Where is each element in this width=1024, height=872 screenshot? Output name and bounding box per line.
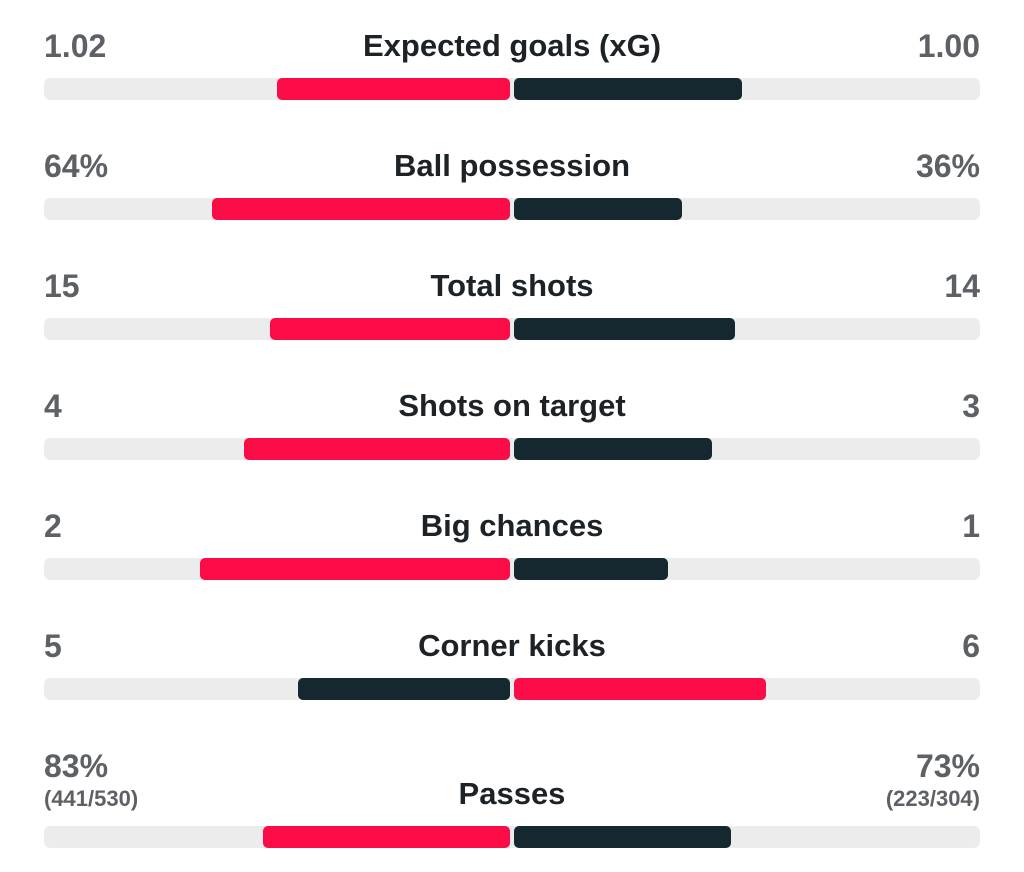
home-bar [200,558,510,580]
home-bar [298,678,510,700]
stat-bar-track [44,558,980,580]
home-bar [212,198,510,220]
home-value: 83% [44,748,109,784]
stat-bar-track [44,678,980,700]
stat-label: Expected goals (xG) [362,28,662,63]
away-value: 73% [915,748,980,784]
away-bar [514,438,712,460]
home-value: 1.02 [44,28,107,64]
home-value: 64% [44,148,109,184]
away-sub-value: (223/304) [885,786,980,811]
away-bar [514,558,668,580]
away-bar [514,78,742,100]
home-bar [270,318,510,340]
away-value: 6 [962,628,980,664]
stat-row-big-chances: 2 1 Big chances [44,506,980,582]
home-bar [277,78,510,100]
stat-row-passes: 83% 73% Passes (441/530) (223/304) [44,746,980,848]
stat-label: Corner kicks [418,628,606,663]
stat-bar-track [44,826,980,848]
stat-label: Total shots [430,268,594,303]
stat-bar-track [44,78,980,100]
home-value: 15 [44,268,80,304]
stat-bar-track [44,438,980,460]
stat-row-expected-goals-xg: 1.02 1.00 Expected goals (xG) [44,26,980,102]
home-value: 5 [44,628,62,664]
away-value: 1 [962,508,980,544]
stat-row-ball-possession: 64% 36% Ball possession [44,146,980,222]
stat-bar-track [44,198,980,220]
home-bar [244,438,510,460]
stat-label: Passes [458,776,566,811]
away-value: 36% [915,148,980,184]
away-bar [514,826,731,848]
home-value: 4 [44,388,62,424]
away-value: 3 [962,388,980,424]
home-sub-value: (441/530) [44,786,139,811]
stat-label: Shots on target [398,388,626,423]
away-value: 14 [944,268,980,304]
stat-row-corner-kicks: 5 6 Corner kicks [44,626,980,702]
home-value: 2 [44,508,62,544]
stat-bar-track [44,318,980,340]
away-bar [514,198,682,220]
stat-label: Big chances [420,508,604,543]
stat-label: Ball possession [393,148,631,183]
away-value: 1.00 [917,28,980,64]
away-bar [514,318,735,340]
away-bar [514,678,766,700]
stat-row-total-shots: 15 14 Total shots [44,266,980,342]
home-bar [263,826,510,848]
stat-row-shots-on-target: 4 3 Shots on target [44,386,980,462]
